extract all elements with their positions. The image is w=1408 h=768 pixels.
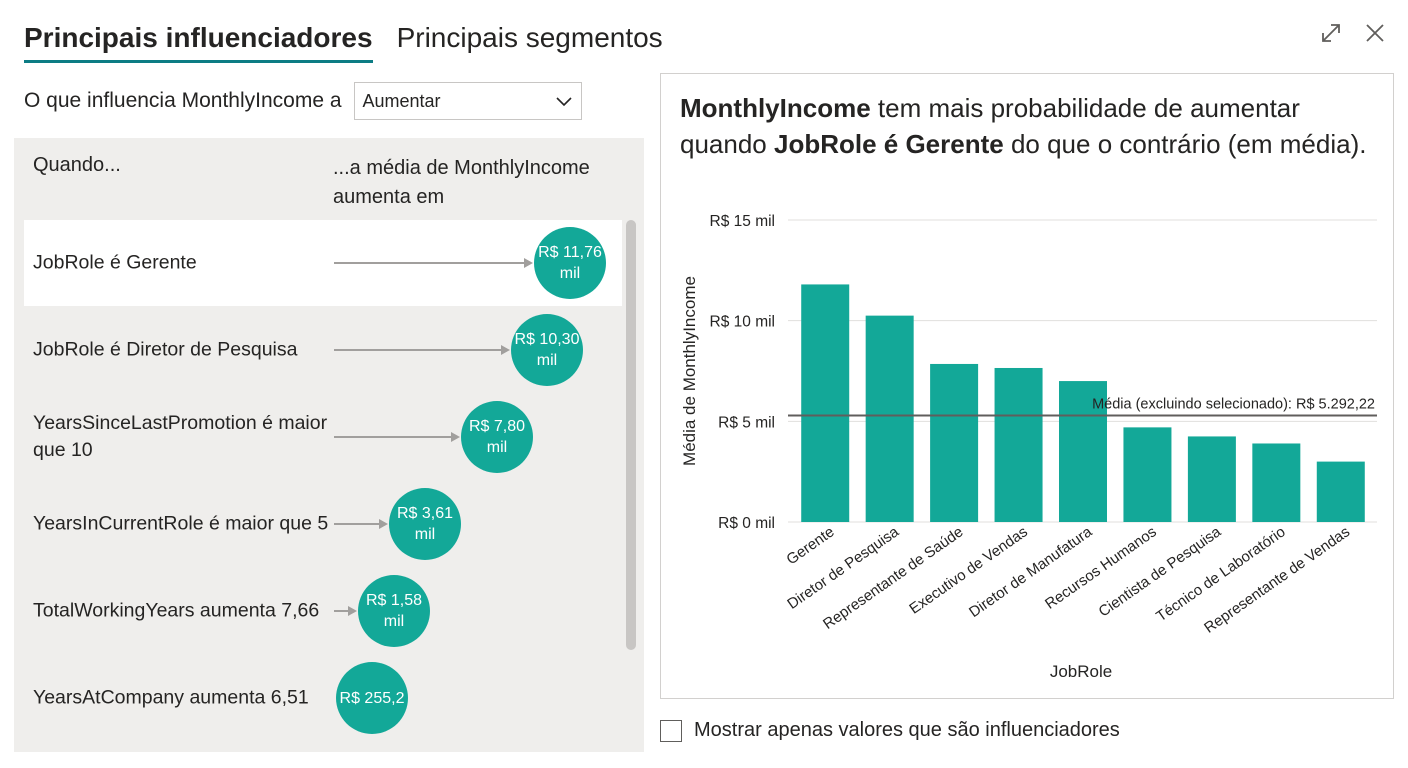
x-tick-label: Diretor de Manufatura <box>966 523 1096 621</box>
arrow-head-icon <box>501 345 510 355</box>
x-tick-label: Executivo de Vendas <box>906 523 1031 617</box>
headline-text-1: tem mais probabilidade de aumentar quand… <box>680 93 1300 159</box>
arrow-head-icon <box>524 258 533 268</box>
x-tick-label: Recursos Humanos <box>1042 523 1160 612</box>
chevron-down-icon <box>555 97 572 107</box>
bubble-value: R$ 11,76 <box>538 244 602 261</box>
y-tick-label: R$ 10 mil <box>710 314 775 331</box>
bubble-unit: mil <box>414 526 436 543</box>
influence-arrow-line <box>334 610 350 612</box>
jobrole-bar-chart: R$ 0 mil R$ 5 mil R$ 10 mil R$ 15 mil Média … <box>680 213 1377 681</box>
influence-value-bubble: R$ 255,2 <box>336 662 408 734</box>
y-tick-label: R$ 15 mil <box>710 213 775 230</box>
bar[interactable] <box>1187 436 1236 522</box>
influencer-row[interactable]: JobRole é Diretor de Pesquisa R$ 10,30 mil <box>24 307 622 393</box>
influencer-label: YearsInCurrentRole é maior que 5 <box>33 512 329 535</box>
arrow-head-icon <box>348 606 357 616</box>
column-header-when: Quando... <box>33 154 121 176</box>
tab-top-segments[interactable]: Principais segmentos <box>396 22 663 53</box>
influence-question: O que influencia MonthlyIncome a Aumenta… <box>24 82 582 120</box>
y-tick-label: R$ 0 mil <box>718 515 775 532</box>
bar[interactable] <box>1252 443 1301 522</box>
headline-condition: JobRole é Gerente <box>773 129 1004 159</box>
list-scrollbar[interactable] <box>626 220 636 650</box>
bubble-unit: mil <box>559 265 581 282</box>
bubble-value: R$ 7,80 <box>468 418 526 435</box>
bubble-unit: mil <box>383 613 405 630</box>
tab-bar: Principais influenciadores Principais se… <box>24 18 663 63</box>
detail-panel: MonthlyIncome tem mais probabilidade de … <box>660 73 1394 699</box>
close-icon[interactable] <box>1362 20 1388 46</box>
influencer-label: YearsSinceLastPromotion é maior que 10 <box>33 412 328 461</box>
x-axis-title: JobRole <box>1050 662 1112 681</box>
dropdown-value: Aumentar <box>362 90 441 111</box>
bubble-unit: mil <box>536 352 558 369</box>
bar[interactable] <box>865 315 914 522</box>
influencer-row[interactable]: YearsSinceLastPromotion é maior que 10 R$… <box>24 394 622 480</box>
arrow-head-icon <box>379 519 388 529</box>
influence-value-bubble: R$ 1,58 mil <box>358 575 430 647</box>
expand-icon[interactable] <box>1318 20 1344 46</box>
bubble-value: R$ 3,61 <box>396 505 454 522</box>
influencer-label: JobRole é Diretor de Pesquisa <box>33 338 298 361</box>
influence-value-bubble: R$ 10,30 mil <box>511 314 583 386</box>
direction-dropdown[interactable]: Aumentar <box>353 82 582 120</box>
y-axis-title: Média de MonthlyIncome <box>680 276 699 466</box>
bar[interactable] <box>1123 427 1172 522</box>
headline-text-2: do que o contrário (em média). <box>1003 129 1367 159</box>
influence-arrow-line <box>334 262 526 264</box>
influencer-row[interactable]: TotalWorkingYears aumenta 7,66 R$ 1,58 mil <box>24 568 622 654</box>
reference-line-label: Média (excluindo selecionado): R$ 5.292,… <box>1092 396 1375 412</box>
influencer-label: TotalWorkingYears aumenta 7,66 <box>33 599 320 622</box>
bar[interactable] <box>1059 381 1107 522</box>
influencer-row[interactable]: JobRole é Gerente R$ 11,76 mil <box>24 220 622 306</box>
influence-value-bubble: R$ 7,80 mil <box>461 401 533 473</box>
bar[interactable] <box>1316 461 1365 522</box>
show-only-influencers-toggle[interactable]: Mostrar apenas valores que são influenci… <box>660 719 1120 742</box>
influencer-row[interactable]: YearsInCurrentRole é maior que 5 R$ 3,61 m… <box>24 481 622 567</box>
detail-headline: MonthlyIncome tem mais probabilidade de … <box>680 90 1370 162</box>
bar[interactable] <box>930 363 979 522</box>
bar[interactable] <box>801 284 850 522</box>
tab-key-influencers[interactable]: Principais influenciadores <box>24 18 373 63</box>
arrow-head-icon <box>451 432 460 442</box>
x-tick-label: Gerente <box>783 523 837 568</box>
bubble-unit: mil <box>486 439 508 456</box>
bar[interactable] <box>994 367 1043 522</box>
influencer-label: YearsAtCompany aumenta 6,51 <box>33 686 309 709</box>
show-only-checkbox[interactable] <box>660 719 682 742</box>
bubble-value: R$ 10,30 <box>514 331 580 348</box>
show-only-label: Mostrar apenas valores que são influenci… <box>694 719 1120 741</box>
influencer-list-panel: Quando... ...a média de MonthlyIncome au… <box>14 138 644 752</box>
column-header-average: ...a média de MonthlyIncome aumenta em <box>333 157 590 208</box>
x-tick-label: Diretor de Pesquisa <box>784 523 902 613</box>
y-tick-label: R$ 5 mil <box>718 414 775 431</box>
headline-metric: MonthlyIncome <box>680 93 871 123</box>
influence-value-bubble: R$ 3,61 mil <box>389 488 461 560</box>
influence-arrow-line <box>334 436 453 438</box>
influence-arrow-line <box>334 349 503 351</box>
bubble-value: R$ 255,2 <box>339 689 405 707</box>
question-label: O que influencia MonthlyIncome a <box>24 89 342 112</box>
influence-arrow-line <box>334 523 381 525</box>
influencer-label: JobRole é Gerente <box>33 251 197 274</box>
window-controls <box>1318 20 1388 46</box>
influence-value-bubble: R$ 11,76 mil <box>534 227 606 299</box>
bubble-value: R$ 1,58 <box>365 592 423 609</box>
influencer-row[interactable]: YearsAtCompany aumenta 6,51 R$ 255,2 <box>24 655 622 741</box>
